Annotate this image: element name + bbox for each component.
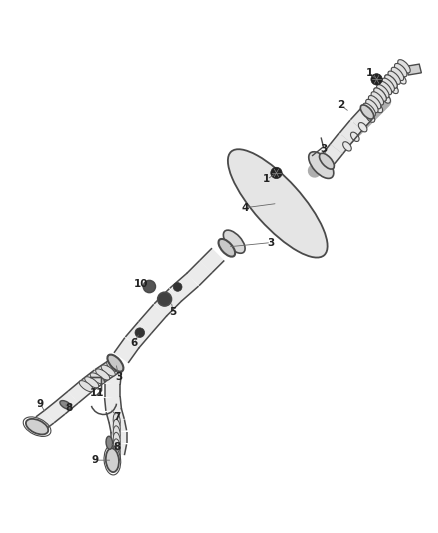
- Ellipse shape: [368, 95, 381, 109]
- Ellipse shape: [398, 75, 406, 84]
- Ellipse shape: [26, 419, 48, 434]
- Polygon shape: [330, 133, 351, 154]
- Text: 7: 7: [113, 411, 120, 422]
- Ellipse shape: [106, 436, 113, 449]
- Circle shape: [271, 167, 282, 179]
- Ellipse shape: [390, 84, 398, 94]
- Text: 6: 6: [131, 338, 138, 348]
- Ellipse shape: [388, 71, 400, 84]
- Ellipse shape: [363, 103, 375, 117]
- Polygon shape: [68, 380, 91, 403]
- Polygon shape: [138, 304, 167, 333]
- Ellipse shape: [385, 75, 397, 88]
- Text: 9: 9: [37, 399, 44, 409]
- Polygon shape: [154, 289, 182, 316]
- Polygon shape: [114, 337, 139, 363]
- Ellipse shape: [113, 419, 120, 436]
- Ellipse shape: [374, 103, 382, 113]
- Ellipse shape: [343, 142, 351, 151]
- Polygon shape: [125, 322, 152, 349]
- Polygon shape: [339, 120, 362, 143]
- Ellipse shape: [350, 132, 359, 141]
- Ellipse shape: [79, 381, 93, 392]
- Text: 5: 5: [170, 307, 177, 317]
- Circle shape: [158, 292, 172, 306]
- Text: 3: 3: [115, 373, 123, 383]
- Polygon shape: [200, 248, 224, 273]
- Text: 8: 8: [113, 442, 120, 452]
- Circle shape: [371, 74, 382, 85]
- Ellipse shape: [398, 60, 410, 73]
- Polygon shape: [95, 360, 118, 383]
- Ellipse shape: [107, 354, 124, 372]
- Polygon shape: [105, 370, 121, 385]
- Ellipse shape: [223, 230, 245, 253]
- Text: 1: 1: [263, 174, 271, 184]
- Ellipse shape: [219, 239, 235, 257]
- Polygon shape: [109, 441, 127, 455]
- Ellipse shape: [113, 439, 120, 455]
- Ellipse shape: [113, 426, 120, 442]
- Ellipse shape: [358, 123, 367, 132]
- Circle shape: [135, 328, 145, 337]
- Ellipse shape: [382, 78, 395, 92]
- Circle shape: [143, 280, 155, 293]
- Ellipse shape: [360, 105, 374, 119]
- Text: 4: 4: [241, 203, 249, 213]
- Text: 9: 9: [92, 455, 99, 465]
- Ellipse shape: [85, 377, 99, 388]
- Ellipse shape: [395, 63, 407, 77]
- Ellipse shape: [374, 88, 386, 101]
- Ellipse shape: [106, 361, 121, 372]
- Ellipse shape: [113, 413, 120, 429]
- Ellipse shape: [113, 446, 120, 462]
- Ellipse shape: [60, 401, 72, 409]
- Ellipse shape: [379, 82, 392, 95]
- Ellipse shape: [371, 92, 384, 105]
- Polygon shape: [350, 109, 372, 131]
- Ellipse shape: [113, 432, 120, 449]
- Polygon shape: [55, 391, 78, 414]
- Text: 2: 2: [337, 100, 345, 110]
- Polygon shape: [321, 144, 343, 165]
- Polygon shape: [170, 273, 198, 301]
- Polygon shape: [109, 419, 127, 433]
- Polygon shape: [81, 370, 104, 392]
- Circle shape: [173, 282, 182, 292]
- Polygon shape: [36, 410, 54, 430]
- Ellipse shape: [391, 67, 404, 80]
- Ellipse shape: [90, 373, 104, 384]
- Text: 1: 1: [366, 68, 373, 78]
- Text: 10: 10: [134, 279, 148, 289]
- Text: 8: 8: [65, 403, 72, 413]
- Ellipse shape: [366, 113, 375, 122]
- Ellipse shape: [319, 153, 334, 169]
- Polygon shape: [105, 397, 121, 411]
- Ellipse shape: [366, 99, 378, 112]
- Polygon shape: [111, 432, 127, 443]
- Ellipse shape: [309, 152, 334, 179]
- Polygon shape: [105, 384, 120, 397]
- Ellipse shape: [385, 75, 397, 88]
- Ellipse shape: [95, 369, 110, 380]
- Ellipse shape: [101, 365, 115, 376]
- Text: 3: 3: [320, 144, 327, 154]
- Text: 3: 3: [268, 238, 275, 247]
- Ellipse shape: [106, 448, 119, 472]
- Polygon shape: [187, 260, 212, 286]
- Polygon shape: [44, 402, 65, 423]
- Text: 11: 11: [90, 387, 104, 398]
- Ellipse shape: [374, 88, 386, 101]
- Ellipse shape: [228, 149, 328, 257]
- Ellipse shape: [382, 94, 390, 103]
- Polygon shape: [406, 64, 421, 75]
- Ellipse shape: [377, 85, 389, 98]
- Polygon shape: [106, 408, 124, 423]
